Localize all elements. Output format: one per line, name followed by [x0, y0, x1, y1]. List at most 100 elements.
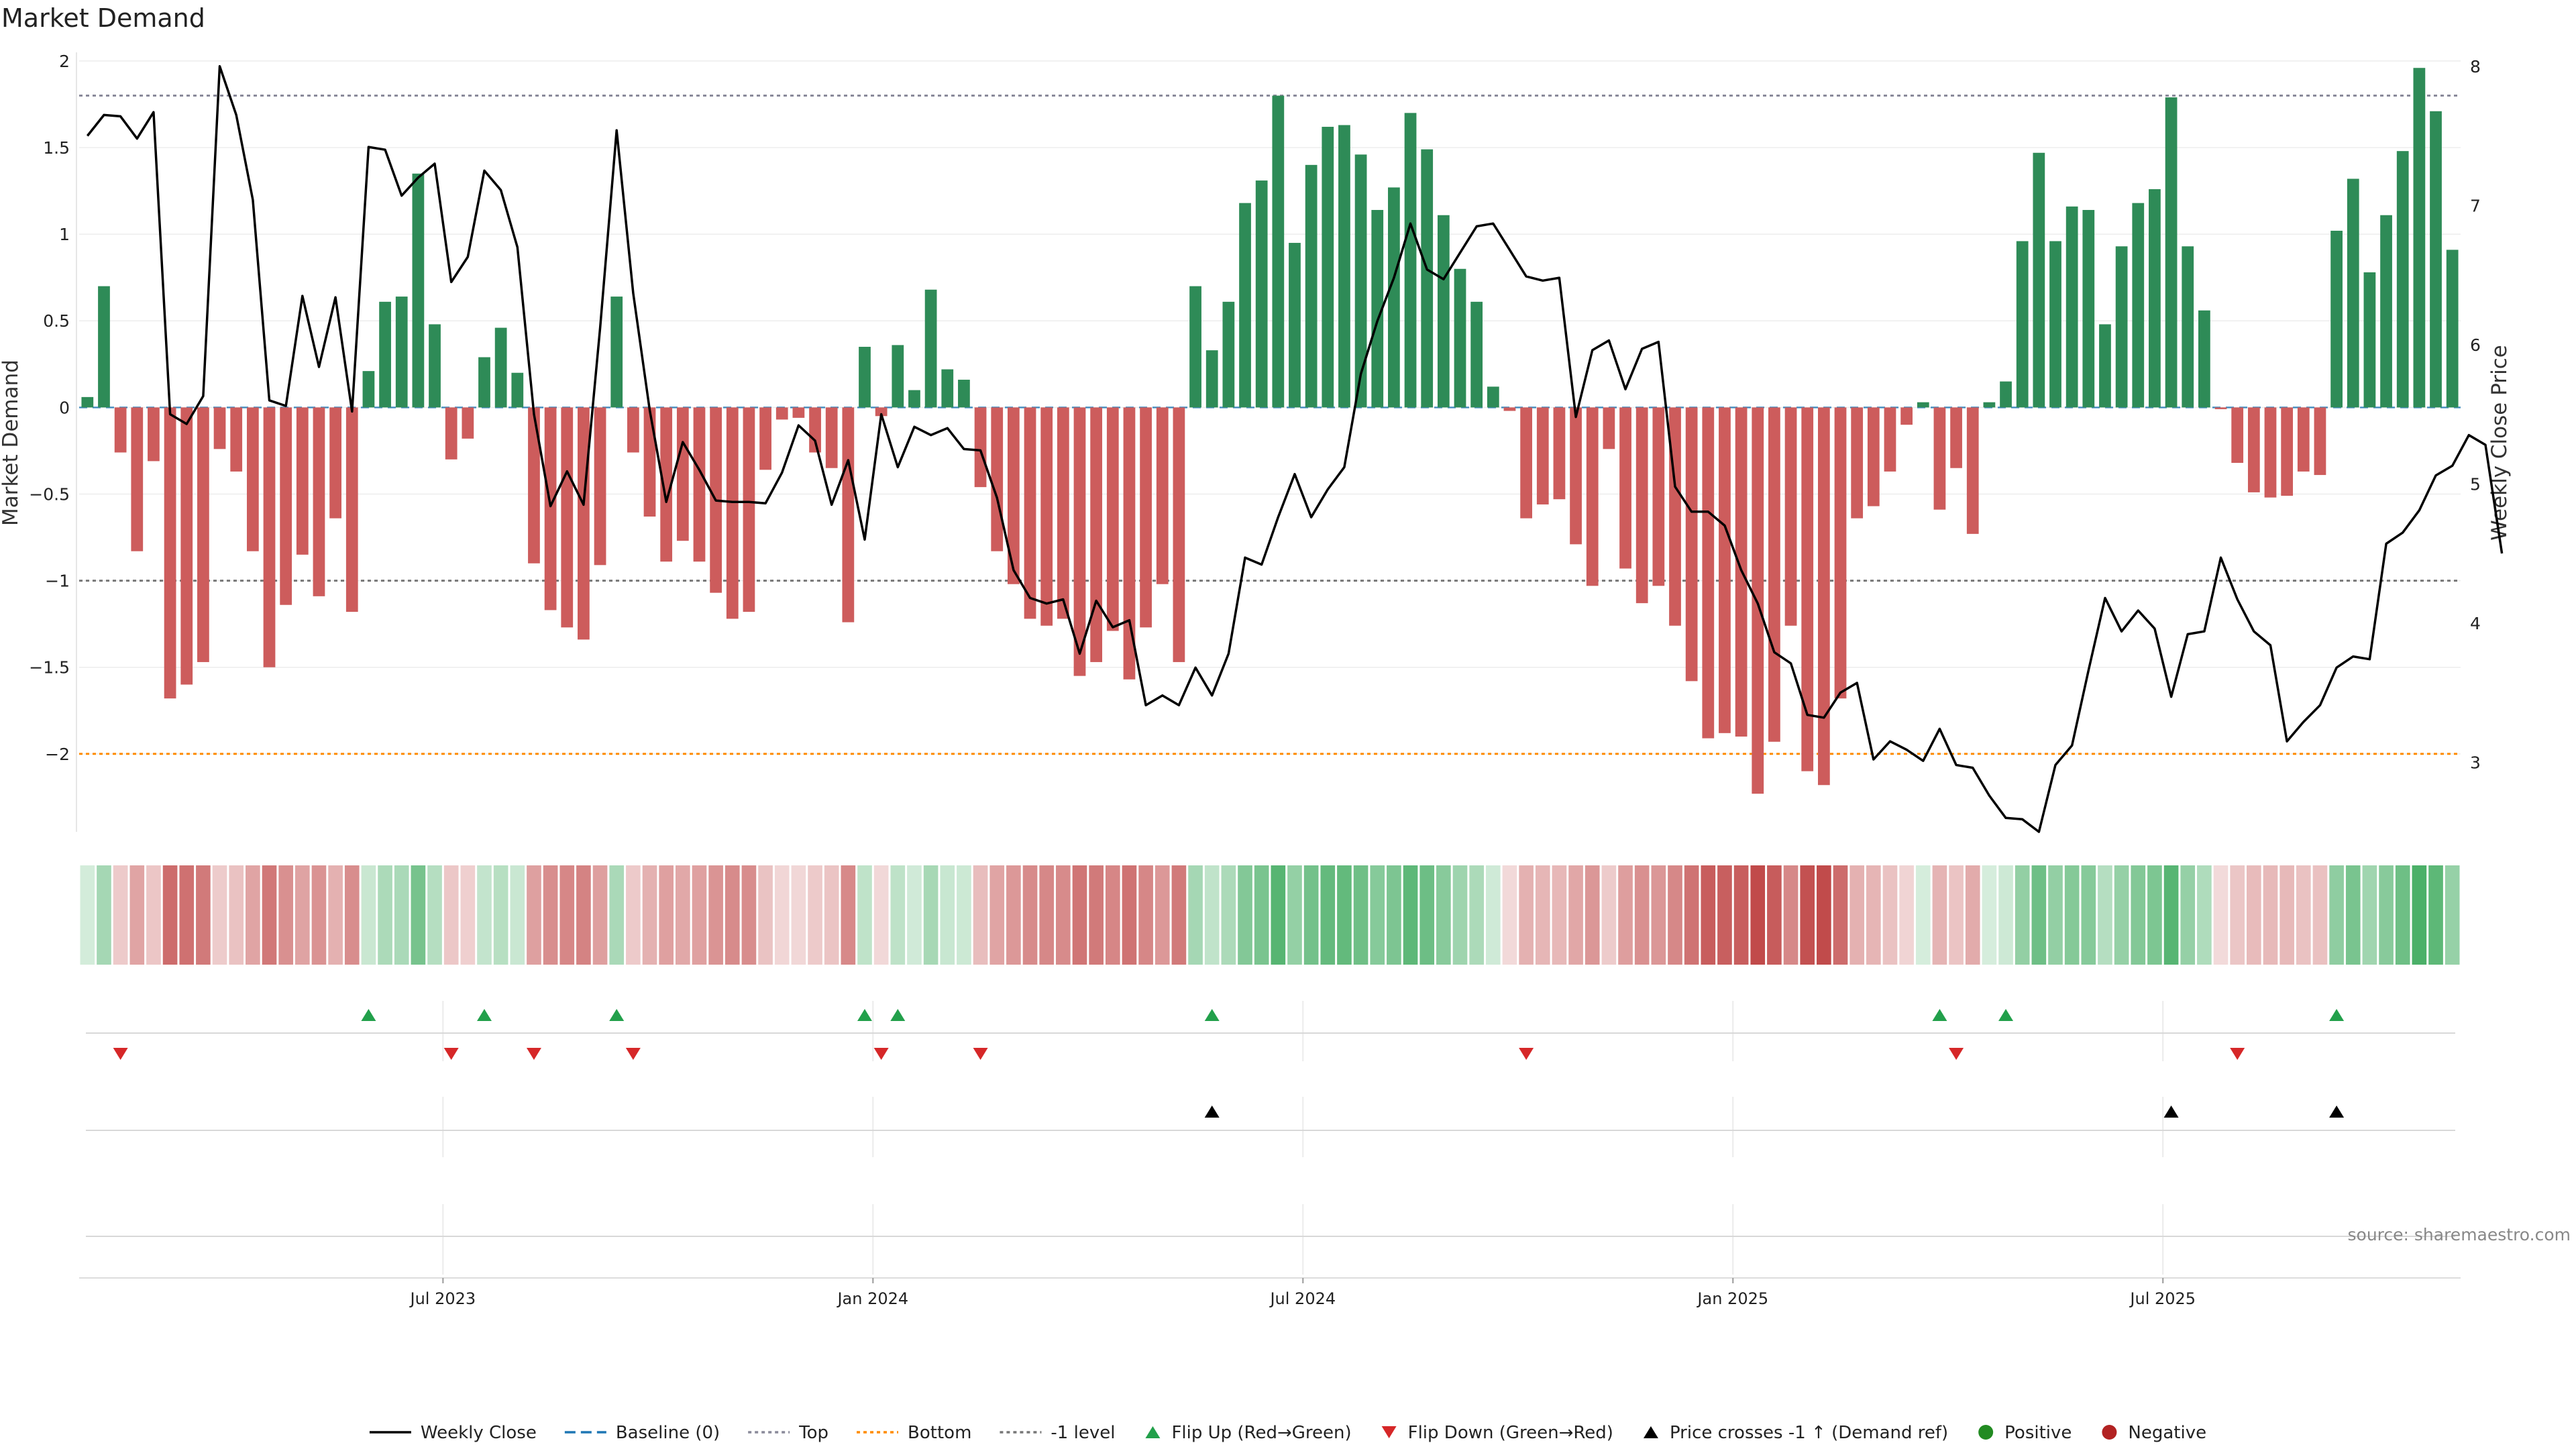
demand-bar — [859, 346, 871, 408]
heat-cell — [1932, 865, 1947, 965]
demand-bar — [2016, 241, 2029, 408]
heat-cell — [477, 865, 492, 965]
flip-down-marker — [625, 1048, 641, 1060]
heat-cell — [179, 865, 195, 965]
demand-bar — [544, 407, 557, 610]
demand-bar — [1719, 407, 1731, 733]
demand-bar — [875, 407, 888, 417]
heat-cell — [2247, 865, 2261, 965]
heat-cell — [1485, 865, 1501, 965]
heat-cell — [1320, 865, 1336, 965]
heat-cell — [328, 865, 343, 965]
heat-cell — [1056, 865, 1071, 965]
heat-cell — [2131, 865, 2146, 965]
main-panel-grid — [76, 52, 2461, 832]
heat-cell — [2428, 865, 2443, 965]
demand-bar — [1983, 402, 1996, 408]
demand-bar — [197, 407, 209, 662]
demand-bar — [1752, 407, 1764, 794]
demand-bar — [1255, 180, 1268, 408]
flip-up-marker — [1998, 1009, 2014, 1021]
demand-bar — [445, 407, 458, 460]
heat-cell — [2147, 865, 2162, 965]
legend-swatch — [1643, 1426, 1658, 1438]
heat-cell — [1882, 865, 1898, 965]
demand-bar — [246, 407, 259, 551]
heat-cell — [1271, 865, 1286, 965]
heat-cell — [989, 865, 1005, 965]
demand-bar — [1322, 127, 1334, 408]
legend-label: -1 level — [1051, 1423, 1115, 1443]
legend-item: Bottom — [857, 1423, 971, 1443]
heat-cell — [2048, 865, 2063, 965]
demand-bar — [1784, 407, 1797, 626]
heat-cell — [873, 865, 889, 965]
flip-up-marker — [476, 1009, 492, 1021]
legend-label: Baseline (0) — [616, 1423, 720, 1443]
demand-bar — [792, 407, 805, 418]
demand-bar — [2033, 152, 2045, 408]
heat-cell — [311, 865, 327, 965]
demand-bar — [2115, 246, 2128, 408]
flip-up-marker — [890, 1009, 906, 1021]
demand-bar — [743, 407, 755, 612]
demand-bar — [1619, 407, 1631, 569]
demand-bar — [2082, 209, 2095, 408]
demand-bar — [2314, 407, 2326, 476]
left-axis-label: Market Demand — [0, 360, 23, 526]
heat-cell — [1767, 865, 1782, 965]
demand-bar — [2264, 407, 2277, 498]
demand-bar — [1106, 407, 1119, 631]
left-tick-label: 2 — [59, 52, 70, 71]
demand-bar — [1586, 407, 1599, 586]
demand-bar — [1851, 407, 1864, 519]
demand-bar — [379, 301, 391, 408]
demand-bar — [1354, 154, 1367, 408]
heat-cell — [1089, 865, 1104, 965]
demand-bar — [2363, 272, 2376, 408]
demand-bar — [1090, 407, 1103, 662]
demand-bar — [1950, 407, 1962, 468]
heat-cell — [162, 865, 178, 965]
demand-bar — [412, 173, 425, 408]
heat-cell — [1552, 865, 1567, 965]
demand-bar — [362, 371, 375, 408]
demand-bar — [775, 407, 788, 420]
demand-bar — [2165, 97, 2178, 408]
heat-cell — [1122, 865, 1137, 965]
flip-up-marker — [2329, 1009, 2345, 1021]
heat-cell — [857, 865, 872, 965]
heat-cell — [1899, 865, 1914, 965]
flip-down-marker — [2230, 1048, 2245, 1060]
heat-cell — [2395, 865, 2410, 965]
heat-cell — [1949, 865, 1964, 965]
heat-cell — [676, 865, 690, 965]
left-tick-label: −0.5 — [29, 484, 70, 504]
heat-cell — [724, 865, 740, 965]
demand-bar — [2149, 189, 2161, 408]
demand-bar — [1470, 301, 1483, 408]
heat-cell — [1535, 865, 1550, 965]
legend-swatch — [1145, 1426, 1161, 1438]
heat-cell — [2230, 865, 2245, 965]
flip-down-marker — [526, 1048, 541, 1060]
heat-cell — [1982, 865, 1997, 965]
heat-cell — [940, 865, 955, 965]
demand-bar — [1057, 407, 1069, 619]
heat-cell — [2180, 865, 2196, 965]
demand-bar — [561, 407, 574, 628]
heat-cell — [129, 865, 145, 965]
heat-cell — [2263, 865, 2278, 965]
demand-bar — [941, 369, 954, 408]
heat-cell — [708, 865, 723, 965]
heat-cell — [1403, 865, 1418, 965]
heat-cell — [1022, 865, 1038, 965]
legend-item: Top — [748, 1423, 828, 1443]
demand-bar — [494, 327, 507, 408]
demand-bar — [462, 407, 474, 439]
demand-bar — [1520, 407, 1532, 519]
legend-label: Price crosses -1 ↑ (Demand ref) — [1670, 1423, 1948, 1443]
heat-cell — [1387, 865, 1401, 965]
heat-cell — [1915, 865, 1931, 965]
demand-bar — [1189, 286, 1201, 408]
